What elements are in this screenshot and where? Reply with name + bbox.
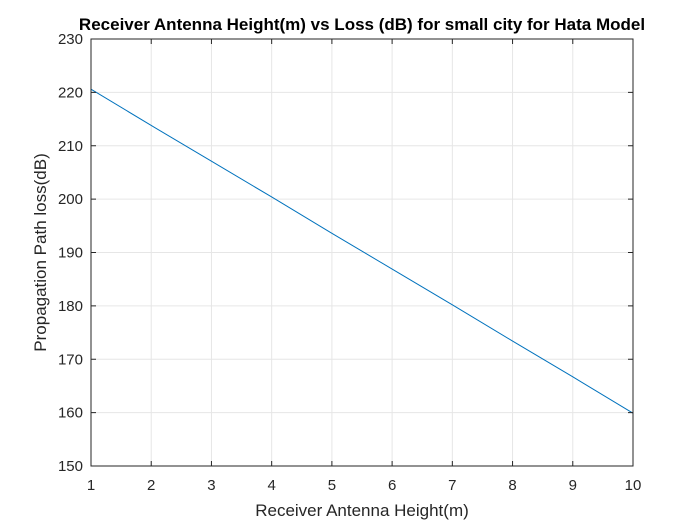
y-tick-label: 190: [58, 245, 83, 262]
y-tick-label: 170: [58, 351, 83, 368]
series-line: [90, 88, 634, 414]
y-tick-label: 160: [58, 405, 83, 422]
x-tick-label: 7: [448, 477, 456, 494]
y-tick-label: 200: [58, 191, 83, 208]
y-tick-label: 180: [58, 298, 83, 315]
y-axis-label: Propagation Path loss(dB): [31, 153, 50, 351]
series-layer: [90, 88, 634, 414]
x-tick-label: 10: [625, 477, 642, 494]
y-tick-label: 150: [58, 458, 83, 475]
x-axis-label: Receiver Antenna Height(m): [255, 501, 469, 520]
x-tick-label: 6: [388, 477, 396, 494]
x-tick-label: 2: [147, 477, 155, 494]
x-tick-label: 9: [569, 477, 577, 494]
y-tick-label: 220: [58, 84, 83, 101]
x-tick-label: 4: [267, 477, 275, 494]
y-tick-label: 210: [58, 138, 83, 155]
x-tick-label: 1: [87, 477, 95, 494]
y-axis-tick-labels: 150 160 170 180 190 200 210 220 230: [58, 31, 83, 475]
x-axis-tick-labels: 1 2 3 4 5 6 7 8 9 10: [87, 477, 642, 494]
chart-title: Receiver Antenna Height(m) vs Loss (dB) …: [79, 15, 645, 34]
x-tick-label: 3: [207, 477, 215, 494]
x-tick-label: 8: [508, 477, 516, 494]
axis-ticks: [90, 38, 634, 467]
x-tick-label: 5: [328, 477, 336, 494]
y-tick-label: 230: [58, 31, 83, 48]
